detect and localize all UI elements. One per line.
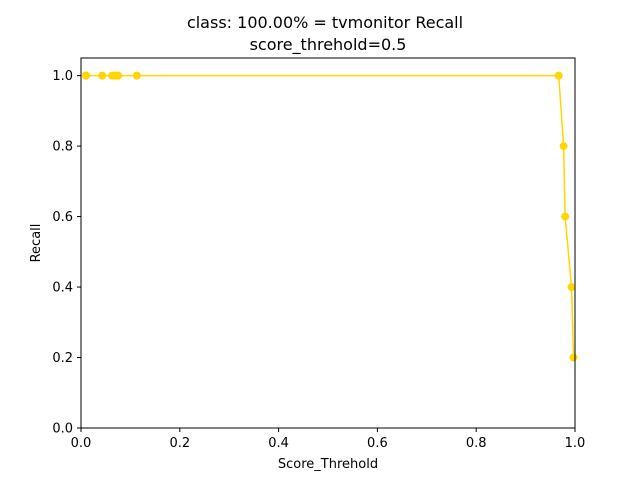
y-axis-label: Recall xyxy=(29,224,44,263)
data-point xyxy=(98,71,107,80)
data-point xyxy=(569,353,578,362)
chart-title-line-2: score_threhold=0.5 xyxy=(250,35,407,55)
data-point xyxy=(81,71,90,80)
x-axis-label: Score_Threhold xyxy=(278,457,378,472)
x-tick-label: 0.4 xyxy=(268,436,289,451)
x-axis: 0.0 0.2 0.4 0.6 0.8 1.0 xyxy=(71,428,586,451)
chart-title-line-1: class: 100.00% = tvmonitor Recall xyxy=(187,13,463,32)
data-point xyxy=(114,71,123,80)
x-tick-label: 1.0 xyxy=(565,436,586,451)
x-tick-label: 0.6 xyxy=(367,436,388,451)
y-tick-label: 0.0 xyxy=(52,422,73,437)
x-tick-label: 0.8 xyxy=(466,436,487,451)
data-point xyxy=(561,212,570,221)
y-tick-label: 0.6 xyxy=(52,210,73,225)
data-point xyxy=(567,283,576,292)
y-axis: 0.0 0.2 0.4 0.6 0.8 1.0 xyxy=(52,69,81,437)
y-tick-label: 1.0 xyxy=(52,69,73,84)
recall-line xyxy=(85,74,575,358)
y-tick-label: 0.8 xyxy=(52,140,73,155)
data-point xyxy=(132,71,141,80)
y-tick-label: 0.4 xyxy=(52,281,73,296)
plot-frame xyxy=(80,57,576,429)
x-tick-label: 0.2 xyxy=(169,436,190,451)
y-tick-label: 0.2 xyxy=(52,351,73,366)
plot-area xyxy=(81,71,578,362)
data-point xyxy=(559,142,568,151)
data-point xyxy=(554,71,563,80)
x-tick-label: 0.0 xyxy=(71,436,92,451)
